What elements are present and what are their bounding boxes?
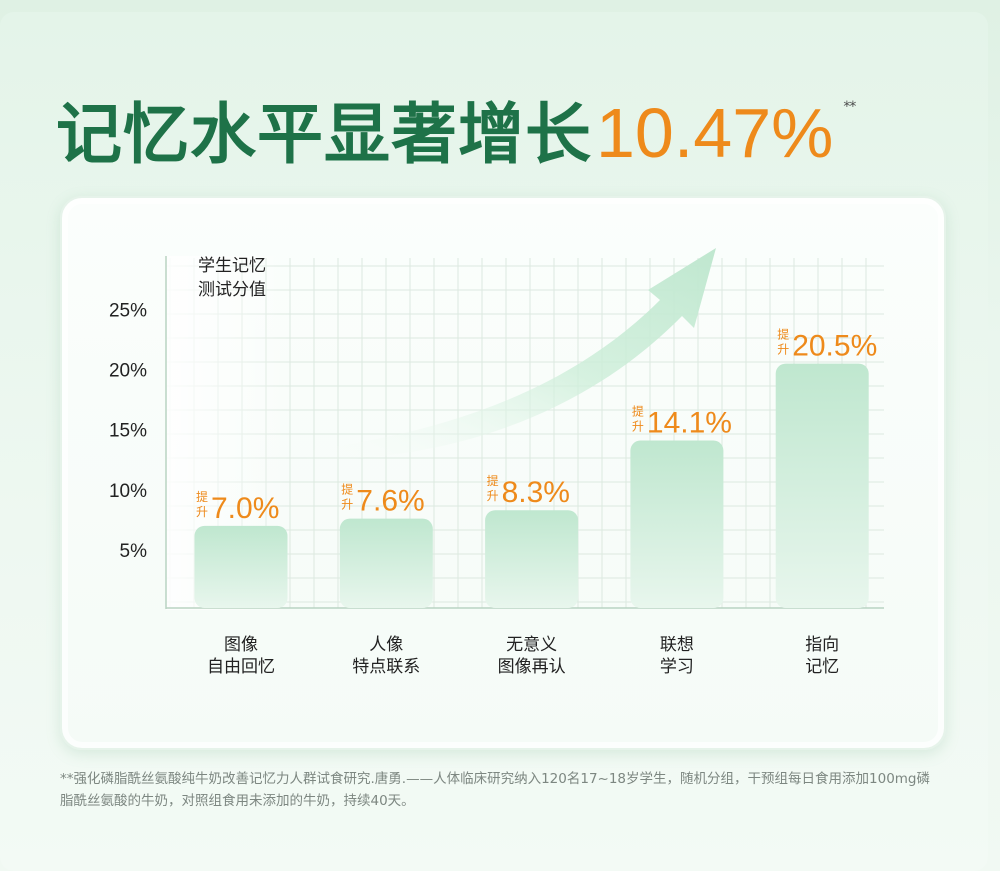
bar	[630, 440, 724, 608]
y-tick-label: 15%	[109, 421, 147, 442]
data-label-prefix: 提	[632, 404, 644, 419]
data-label: 提升 8.3%	[487, 473, 570, 509]
headline-main: 记忆水平显著增长	[56, 96, 592, 173]
data-label-prefix: 提	[196, 489, 208, 504]
trend-arrow-icon	[268, 248, 716, 460]
x-tick-label: 图像再认	[498, 657, 566, 677]
y-axis-title: 学生记忆 测试分值	[198, 256, 266, 300]
bar	[775, 363, 869, 608]
headline-number: 10.47%	[596, 94, 834, 172]
data-label-prefix: 提	[487, 473, 499, 488]
x-tick-label: 无意义	[506, 635, 557, 655]
headline-superscript: **	[843, 99, 856, 115]
y-tick-label: 10%	[109, 481, 147, 502]
y-tick-label: 20%	[109, 361, 147, 382]
data-label: 提升 20.5%	[777, 327, 877, 363]
x-tick-label: 自由回忆	[207, 657, 275, 677]
data-label-value: 14.1%	[647, 407, 732, 440]
data-label: 提升 7.6%	[341, 482, 424, 518]
data-label-value: 20.5%	[792, 330, 877, 363]
x-tick-label: 图像	[224, 635, 258, 655]
x-tick-label: 人像	[369, 635, 403, 655]
data-label-value: 8.3%	[502, 476, 570, 509]
data-label-prefix: 升	[341, 498, 353, 512]
x-tick-label: 指向	[805, 635, 839, 655]
bar	[339, 518, 433, 608]
data-label-value: 7.6%	[356, 485, 424, 518]
data-label-prefix: 升	[196, 505, 208, 519]
data-label: 提升 7.0%	[196, 489, 279, 525]
data-label-prefix: 升	[632, 420, 644, 434]
data-label-value: 7.0%	[211, 492, 279, 525]
y-tick-label: 5%	[120, 541, 148, 562]
bar	[485, 510, 579, 608]
data-label-prefix: 升	[777, 343, 789, 357]
x-tick-label: 记忆	[805, 657, 839, 677]
data-label-prefix: 提	[341, 482, 353, 497]
data-label-prefix: 提	[777, 327, 789, 342]
x-tick-label: 联想	[660, 635, 694, 655]
footnote: **强化磷脂酰丝氨酸纯牛奶改善记忆力人群试食研究.唐勇.——人体临床研究纳入12…	[60, 771, 931, 809]
x-tick-label: 学习	[660, 657, 694, 677]
data-label: 提升 14.1%	[632, 404, 732, 440]
bar	[194, 525, 288, 608]
headline: 记忆水平显著增长10.47% **	[56, 88, 856, 178]
x-tick-label: 特点联系	[352, 657, 420, 677]
y-tick-label: 25%	[109, 301, 147, 322]
data-label-prefix: 升	[487, 489, 499, 503]
